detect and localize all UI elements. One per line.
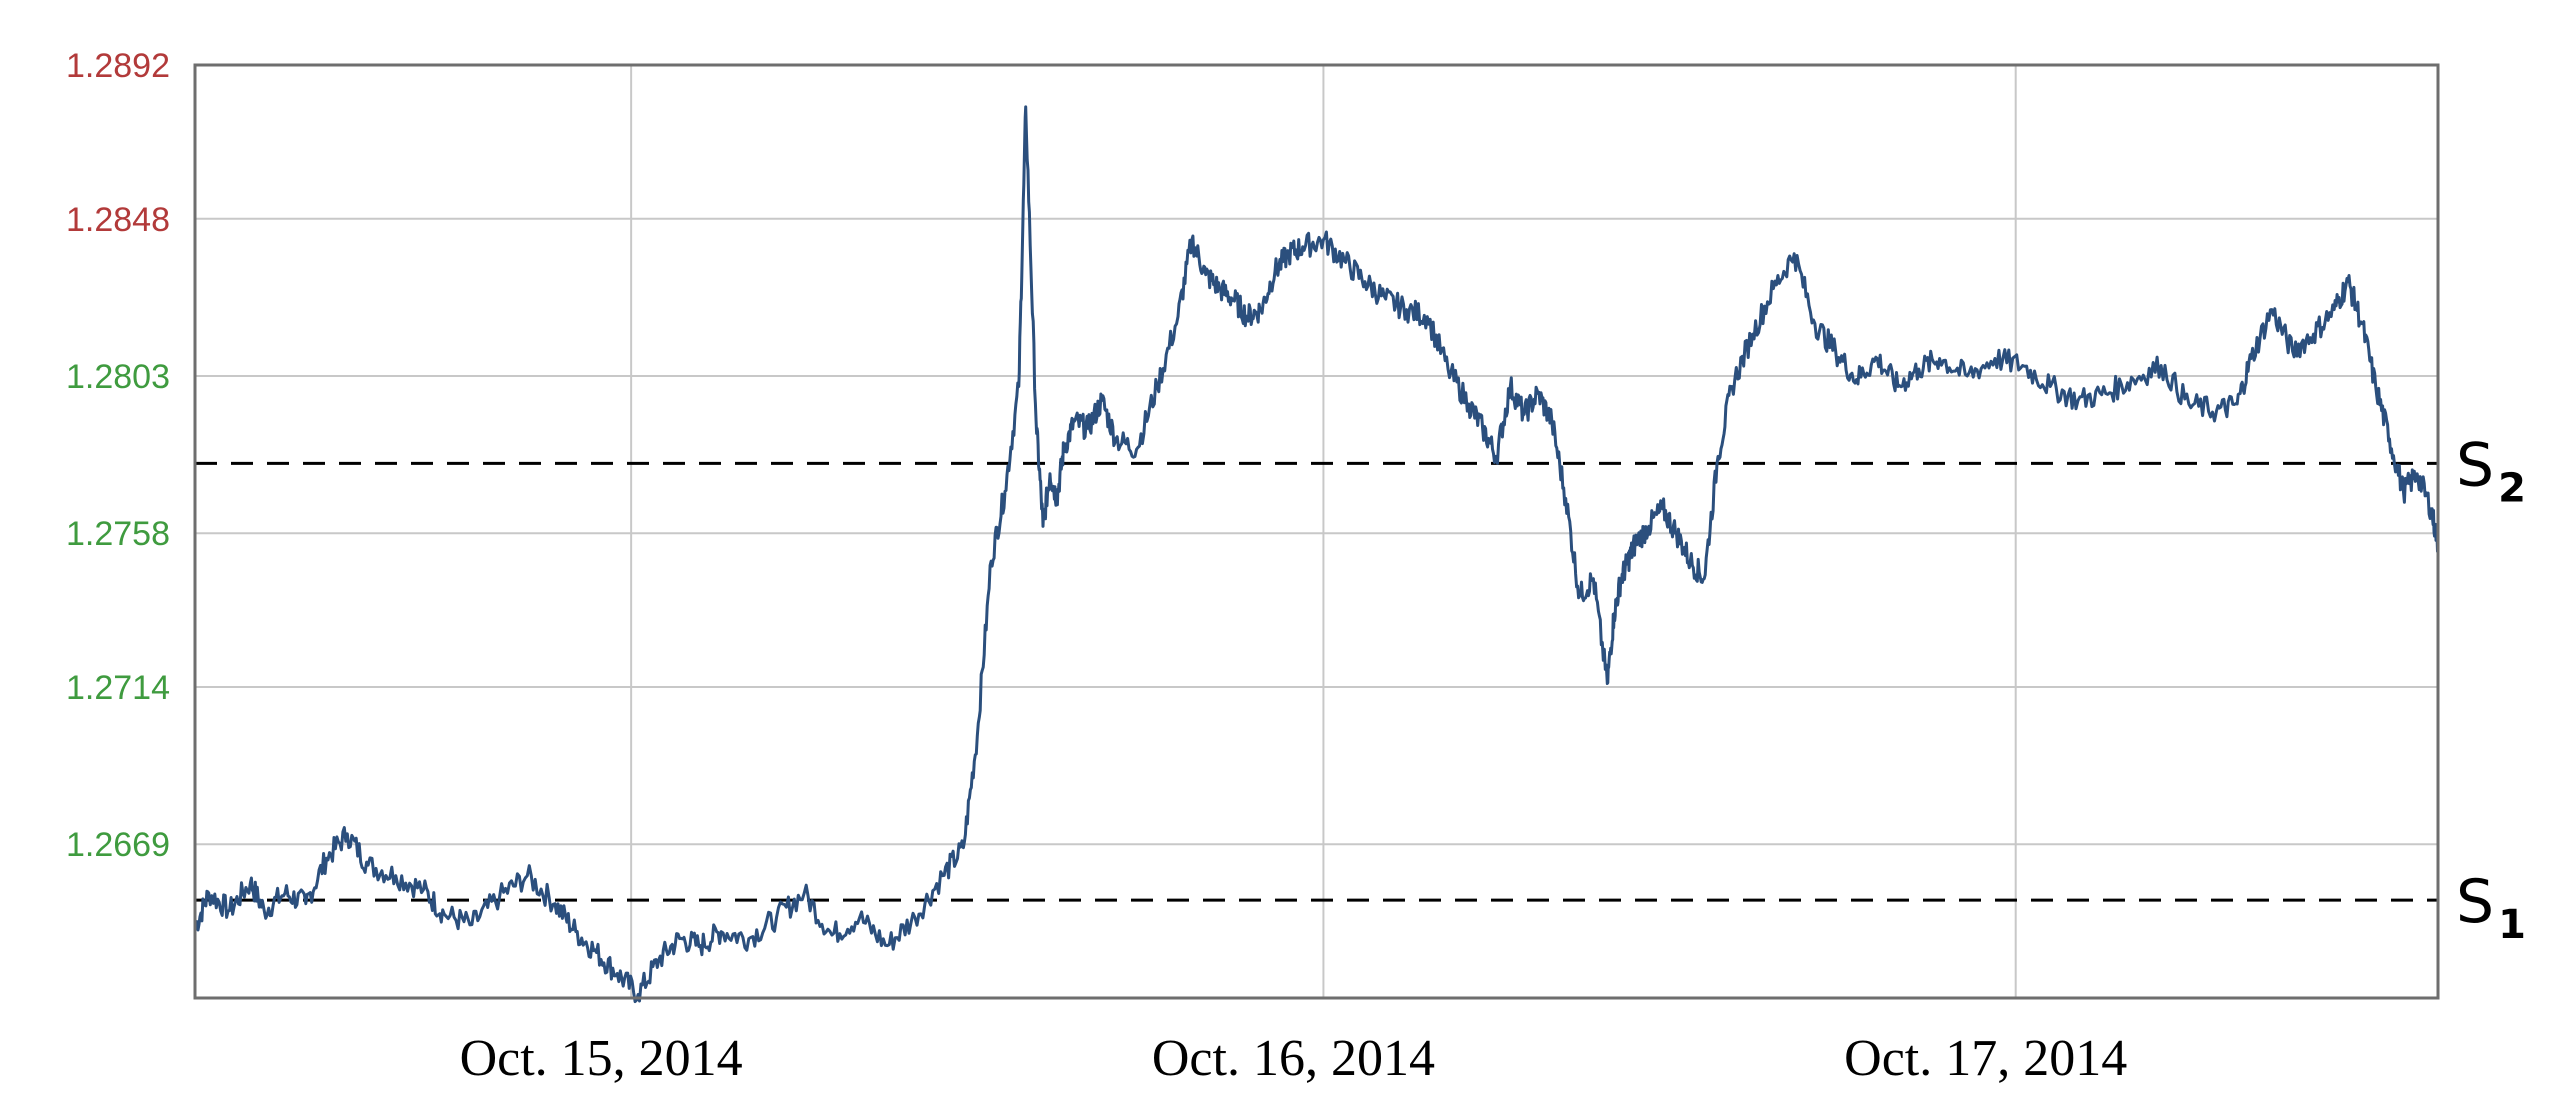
gridlines [195,64,2438,998]
series-lines [193,105,2440,1004]
y-tick-label: 1.2892 [66,47,170,85]
axes [193,63,2440,1000]
y-tick-labels: 1.2892 1.2848 1.2803 1.2758 1.2714 1.2669 [66,47,170,864]
x-tick-label: Oct. 17, 2014 [1844,1030,2127,1087]
y-tick-label: 1.2714 [66,669,170,707]
threshold-label-subscript: 1 [2498,902,2526,948]
threshold-lines [195,461,2438,902]
y-tick-label: 1.2803 [66,358,170,396]
y-tick-label: 1.2669 [66,826,170,864]
x-tick-label: Oct. 15, 2014 [460,1030,743,1087]
y-tick-label: 1.2758 [66,515,170,553]
threshold-labels: S 2 S 1 [2456,430,2526,948]
series-line [193,105,2440,1004]
x-tick-labels: Oct. 15, 2014 Oct. 16, 2014 Oct. 17, 2014 [460,1030,2128,1087]
plot-frame [193,63,2440,1000]
threshold-label-subscript: 2 [2498,465,2526,511]
y-tick-label: 1.2848 [66,201,170,239]
x-tick-label: Oct. 16, 2014 [1152,1030,1435,1087]
